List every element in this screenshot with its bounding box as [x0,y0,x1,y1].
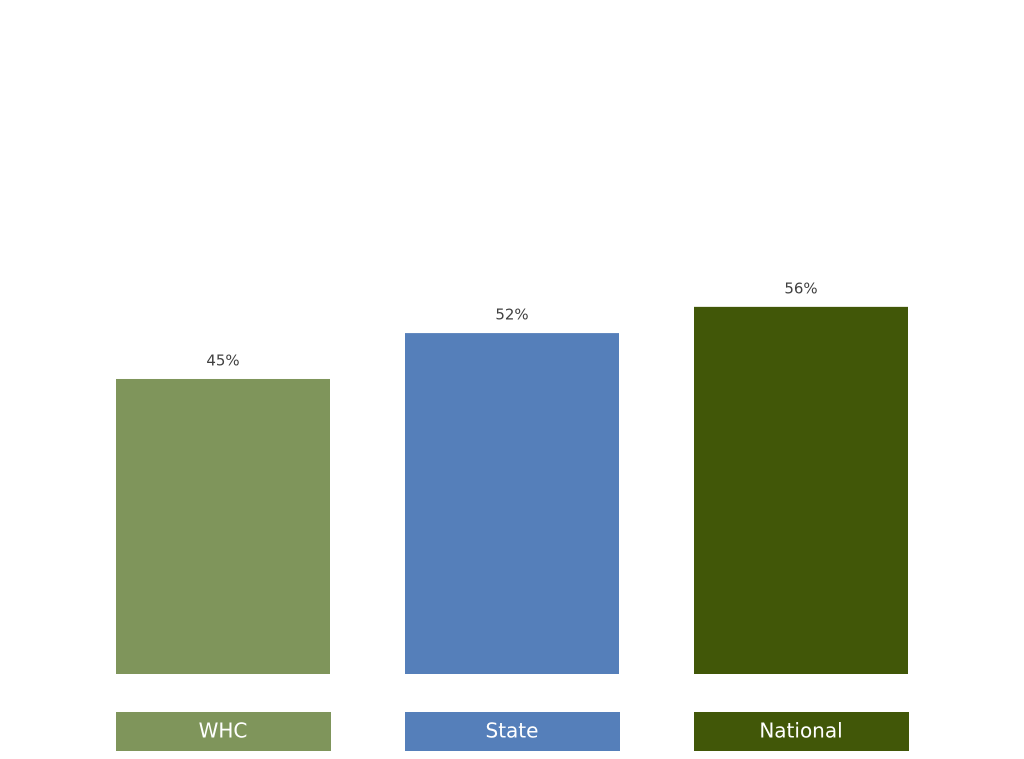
category-label: WHC [199,719,248,743]
value-label: 45% [206,351,239,369]
category-label: State [486,719,539,743]
bar [116,378,330,674]
category-box [405,712,620,751]
category-box [694,712,909,751]
bar [694,306,908,674]
category-box [116,712,331,751]
category-label: National [759,719,842,743]
bar [405,333,619,674]
value-label: 56% [784,279,817,297]
value-label: 52% [495,306,528,324]
